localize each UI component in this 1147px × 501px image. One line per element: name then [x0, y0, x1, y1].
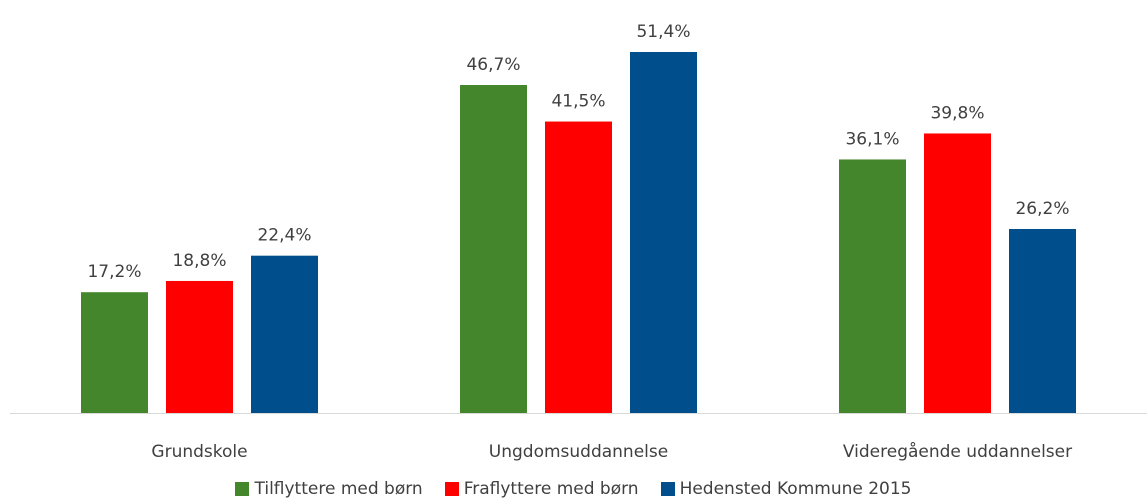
data-label: 39,8%	[930, 103, 984, 123]
x-tick-label: Grundskole	[151, 442, 247, 462]
data-label: 51,4%	[636, 22, 690, 42]
data-label: 46,7%	[466, 55, 520, 75]
data-label: 22,4%	[257, 226, 311, 246]
data-label: 41,5%	[551, 92, 605, 112]
bar	[839, 159, 906, 413]
legend-label: Fraflyttere med børn	[463, 479, 639, 499]
x-tick-label: Ungdomsuddannelse	[489, 442, 668, 462]
bar	[81, 292, 148, 413]
legend-label: Tilflyttere med børn	[254, 479, 423, 499]
data-label: 26,2%	[1015, 199, 1069, 219]
legend-item: Hedensted Kommune 2015	[660, 479, 912, 499]
data-label: 36,1%	[845, 129, 899, 149]
x-tick-label: Videregående uddannelser	[843, 441, 1072, 462]
legend-label: Hedensted Kommune 2015	[679, 479, 912, 499]
legend-item: Fraflyttere med børn	[444, 479, 639, 499]
bar	[251, 255, 318, 413]
data-label: 17,2%	[87, 262, 141, 282]
bar	[166, 280, 233, 413]
data-label: 18,8%	[172, 251, 226, 271]
legend-item: Tilflyttere med børn	[235, 479, 423, 499]
bar	[1009, 228, 1076, 413]
legend-swatch	[660, 482, 675, 496]
bar	[630, 52, 697, 413]
legend-swatch	[235, 482, 250, 496]
bar	[924, 133, 991, 413]
legend: Tilflyttere med børn Fraflyttere med børn…	[0, 479, 1147, 499]
legend-swatch	[444, 482, 459, 496]
bar	[460, 85, 527, 413]
bar	[545, 121, 612, 413]
